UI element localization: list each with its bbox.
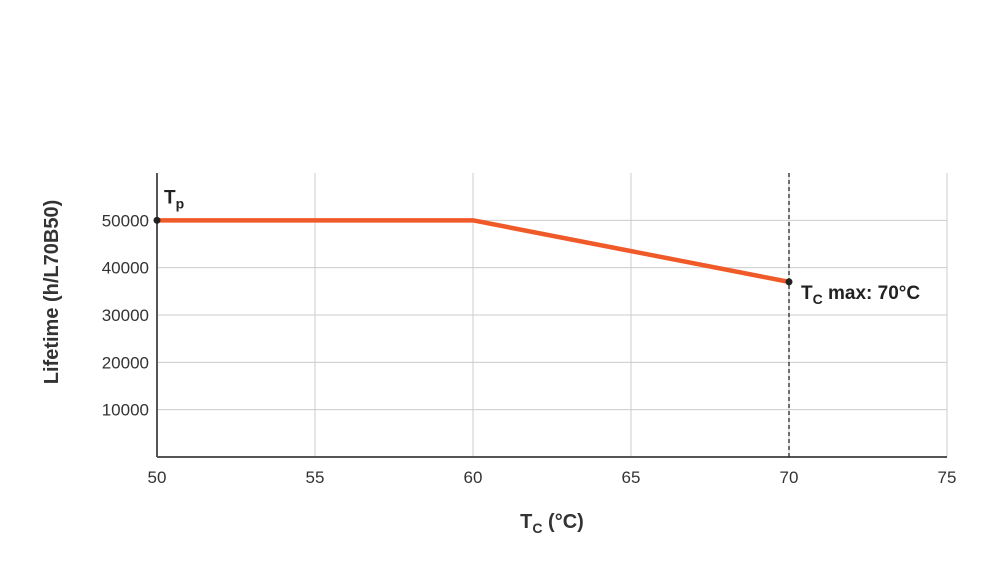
annotation-label: Tp <box>164 187 184 211</box>
annotations: Tp TC max: 70°C <box>153 187 920 307</box>
annotation-marker <box>785 278 793 286</box>
grid <box>157 173 948 457</box>
x-tick-label: 50 <box>148 468 167 487</box>
x-tick-labels: 50 55 60 65 70 75 <box>148 468 957 487</box>
annotation-label: TC max: 70°C <box>801 283 920 307</box>
y-tick-labels: 10000 20000 30000 40000 50000 <box>102 211 149 419</box>
x-tick-label: 70 <box>780 468 799 487</box>
x-tick-label: 75 <box>938 468 957 487</box>
y-tick-label: 40000 <box>102 259 149 278</box>
y-axis-title: Lifetime (h/L70B50) <box>41 200 63 384</box>
x-tick-label: 60 <box>464 468 483 487</box>
x-tick-label: 65 <box>622 468 641 487</box>
x-tick-label: 55 <box>306 468 325 487</box>
y-tick-label: 10000 <box>102 401 149 420</box>
y-tick-label: 30000 <box>102 306 149 325</box>
x-axis-title: TC (°C) <box>520 511 584 536</box>
y-tick-label: 20000 <box>102 353 149 372</box>
y-tick-label: 50000 <box>102 211 149 230</box>
annotation-marker <box>153 216 161 224</box>
